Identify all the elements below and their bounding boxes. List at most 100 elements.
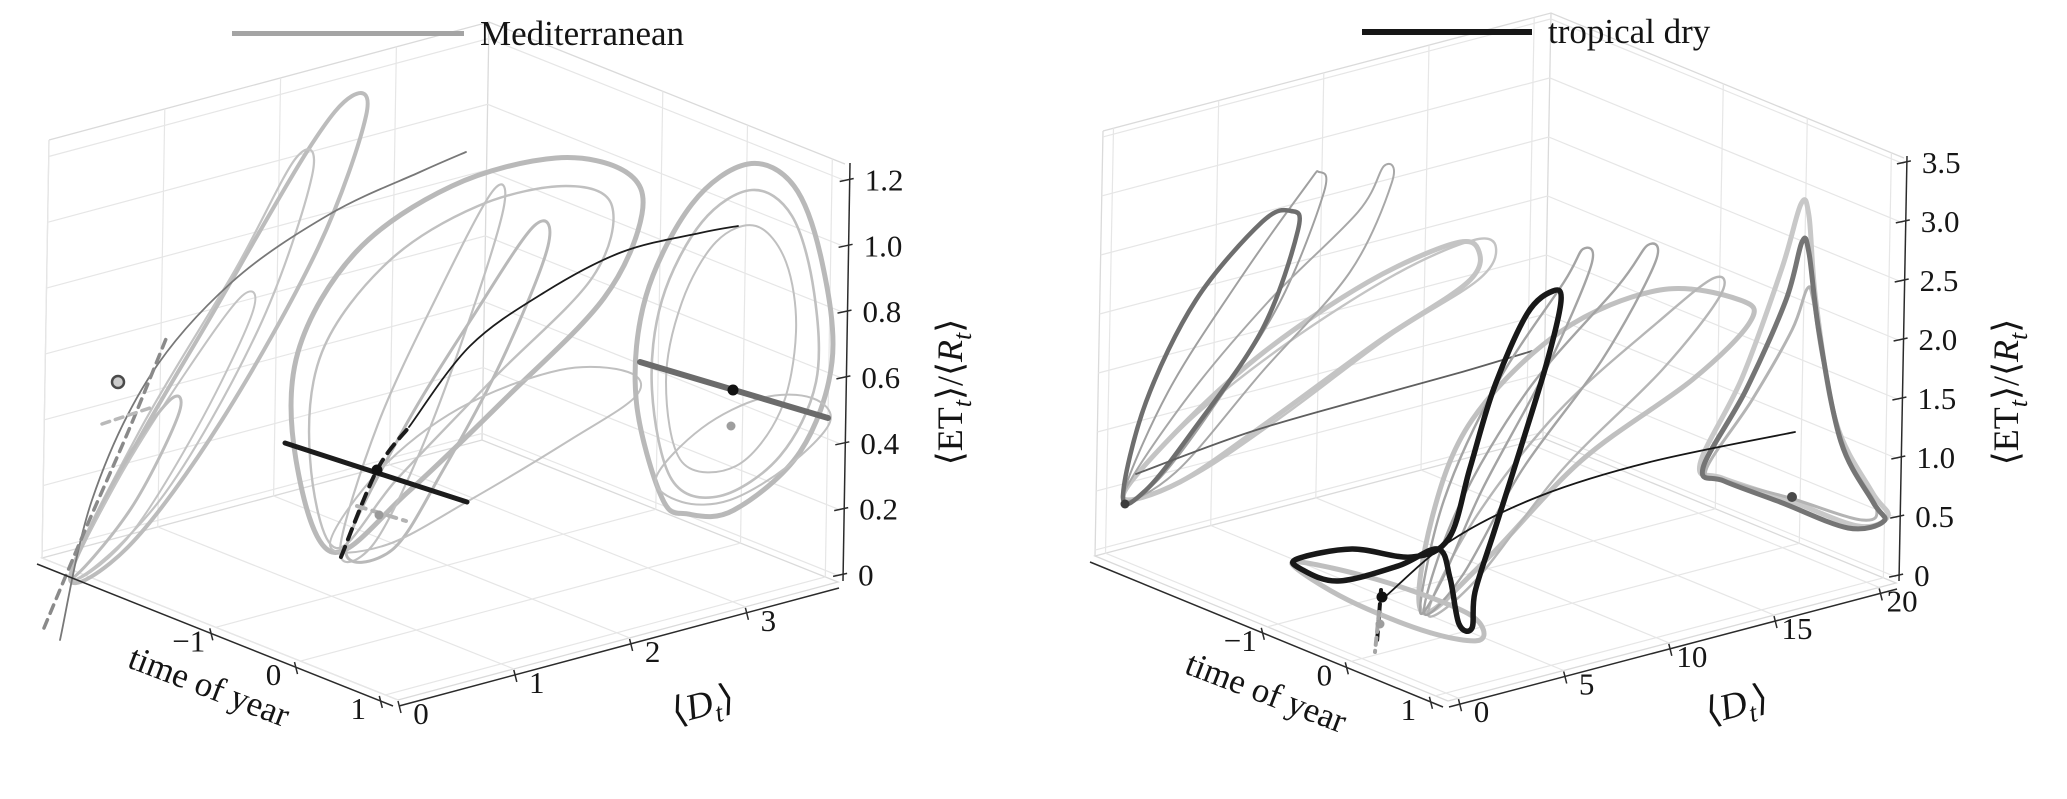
time-tick: [1428, 696, 1434, 709]
gridline-wall-t: [655, 91, 664, 510]
z-tick-label: 1.0: [864, 228, 903, 263]
z-tick-label: 2.0: [1919, 322, 1958, 357]
gridline-floor-t: [1267, 508, 1716, 628]
etr-axis-label: ⟨ETt⟩/⟨Rt⟩: [1986, 319, 2033, 466]
d-tick: [1878, 588, 1883, 601]
etr-axis-label: ⟨ETt⟩/⟨Rt⟩: [930, 319, 977, 466]
z-tick-label: 0: [858, 557, 874, 592]
gridline-floor-d: [1105, 552, 1459, 699]
trop-low-mean-line: [1135, 350, 1533, 475]
gridline-wall-d: [1420, 45, 1430, 471]
med-low-petal-2: [68, 148, 316, 581]
time-tick-label: 1: [1401, 692, 1417, 727]
gridline-z: [47, 103, 844, 247]
panel-tropical-dry-box-edges: [1092, 12, 1905, 702]
time-axis-spine: [36, 563, 394, 707]
z-tick-label: 0.2: [859, 492, 898, 527]
med-low-petal-4: [68, 394, 183, 581]
gridline-floor-t: [1351, 542, 1800, 662]
panel-tropical-dry-grid: [1094, 17, 1905, 699]
med-mid-mean-dot: [371, 464, 383, 476]
trop-mid-petal-3: [1426, 275, 1726, 618]
med-mid-loop-1: [288, 155, 646, 555]
gridline-wall-d: [41, 139, 50, 559]
gridline-floor-d: [41, 557, 399, 701]
gridline-floor-d: [157, 526, 515, 670]
d-tick-label: 10: [1676, 639, 1707, 674]
wall-top-edges: [48, 21, 846, 165]
med-high-loop-1: [632, 160, 836, 520]
gridline-floor-d: [389, 464, 746, 608]
med-mid-mean-curve: [408, 225, 739, 428]
trop-low-petal-thin-2: [1122, 162, 1395, 502]
panel-mediterranean-trajectories: [42, 91, 836, 641]
time-tick: [1344, 662, 1350, 675]
panel-mediterranean-axes: 0 1 2 3 −1 0 1 0 0.2 0.4 0.6 0.8 1.0 1.2: [36, 162, 903, 731]
trop-low-petal-thin-1: [1121, 170, 1328, 504]
med-low-dashed-short: [100, 406, 152, 426]
gridline-z: [45, 235, 842, 379]
z-tick: [1896, 160, 1912, 165]
d-axis-spine: [398, 587, 840, 707]
legend-line-tropical-dry: [1362, 28, 1532, 35]
d-tick-label: 15: [1782, 611, 1813, 646]
trop-mid-mean-line: [1385, 431, 1796, 597]
z-tick: [834, 506, 849, 512]
z-tick-label: 0.6: [861, 360, 900, 395]
gridline-z: [44, 301, 841, 445]
d-tick-label: 2: [645, 634, 661, 669]
gridline-wall-d: [1104, 128, 1115, 554]
med-mid-loop-2: [307, 184, 615, 550]
d-tick: [744, 607, 750, 620]
gridline-floor-d: [1315, 497, 1670, 644]
trop-mid-base-gray: [1289, 559, 1487, 644]
legend-line-mediterranean: [232, 31, 464, 36]
med-high-mean-dot: [727, 384, 739, 396]
gridline-wall-d: [1210, 100, 1220, 526]
z-tick-label: 3.5: [1922, 145, 1961, 180]
med-mid-loop-4: [344, 219, 552, 564]
z-tick-label: 1.5: [1917, 381, 1956, 416]
panel-mediterranean-markers: [110, 374, 739, 520]
trop-mid-petal-2: [1422, 242, 1660, 616]
trop-low-petal-dark: [1120, 207, 1303, 507]
z-axis-spine: [1898, 155, 1908, 582]
z-tick-label: 0: [1914, 558, 1930, 593]
z-tick: [839, 177, 854, 183]
d-axis-label: ⟨Dt⟩: [1701, 677, 1774, 739]
z-tick-label: 0.5: [1915, 499, 1954, 534]
trop-mid-obs-dot: [1375, 619, 1385, 629]
d-tick: [513, 669, 518, 683]
z-tick: [1891, 455, 1906, 460]
z-axis-spine: [842, 162, 851, 582]
time-tick-label: −1: [172, 623, 205, 658]
med-low-mean-curve: [59, 151, 467, 641]
trop-mid-dashed-gray: [1373, 610, 1381, 654]
gridline-floor-d: [1525, 441, 1880, 588]
med-low-petal-3: [69, 290, 257, 582]
wall-top-edges: [1102, 12, 1905, 159]
d-axis-spine: [1448, 588, 1898, 708]
d-tick: [1668, 643, 1673, 656]
z-tick: [1894, 278, 1909, 283]
d-tick-label: 3: [761, 603, 777, 638]
d-tick: [1562, 671, 1568, 684]
d-tick: [397, 700, 402, 714]
z-tick-label: 2.5: [1920, 263, 1959, 298]
gridline-z: [1094, 431, 1897, 578]
z-tick-label: 0.8: [863, 294, 902, 329]
d-tick: [1773, 615, 1778, 629]
gridline-z: [1099, 195, 1901, 342]
trop-low-petal-wide-2: [1121, 237, 1498, 502]
time-tick-label: 0: [266, 657, 282, 692]
time-tick: [293, 661, 299, 675]
gridline-z: [41, 432, 839, 576]
z-tick: [1888, 573, 1904, 578]
med-high-loop-3: [665, 224, 798, 474]
gridline-floor-t: [300, 542, 741, 662]
d-tick-label: 5: [1579, 667, 1595, 702]
time-axis-spine: [1089, 561, 1444, 708]
